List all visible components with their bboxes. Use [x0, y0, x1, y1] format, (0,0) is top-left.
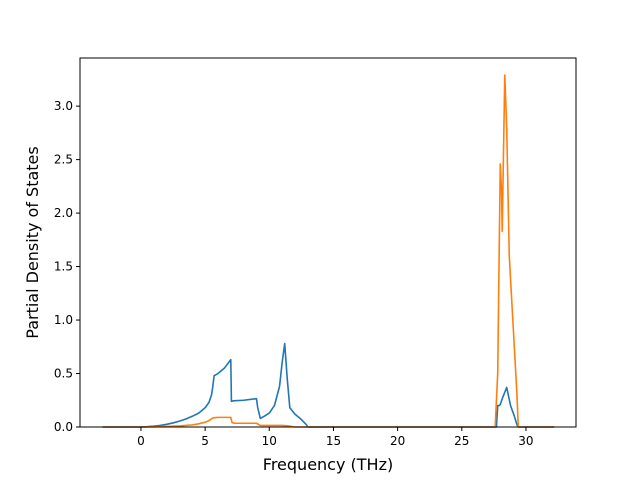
x-tick-label: 30 [518, 434, 533, 448]
x-axis-ticks: 0 5 10 15 20 25 30 [137, 427, 534, 448]
x-axis-label: Frequency (THz) [263, 455, 393, 474]
y-tick-label: 0.0 [54, 420, 73, 434]
x-tick-label: 5 [201, 434, 209, 448]
y-tick-label: 3.0 [54, 99, 73, 113]
y-tick-label: 2.0 [54, 206, 73, 220]
x-tick-label: 10 [262, 434, 277, 448]
series-line-2 [102, 74, 555, 428]
y-tick-label: 1.5 [54, 260, 73, 274]
x-tick-label: 15 [326, 434, 341, 448]
axes-frame [79, 57, 577, 428]
y-tick-label: 0.5 [54, 367, 73, 381]
x-tick-label: 25 [454, 434, 469, 448]
series-layer [102, 74, 555, 428]
y-axis-label: Partial Density of States [23, 146, 42, 338]
y-tick-label: 1.0 [54, 313, 73, 327]
x-tick-label: 20 [390, 434, 405, 448]
x-tick-label: 0 [137, 434, 145, 448]
y-tick-label: 2.5 [54, 153, 73, 167]
series-line-1 [102, 342, 555, 428]
y-axis-ticks: 0.0 0.5 1.0 1.5 2.0 2.5 3.0 [54, 99, 80, 434]
